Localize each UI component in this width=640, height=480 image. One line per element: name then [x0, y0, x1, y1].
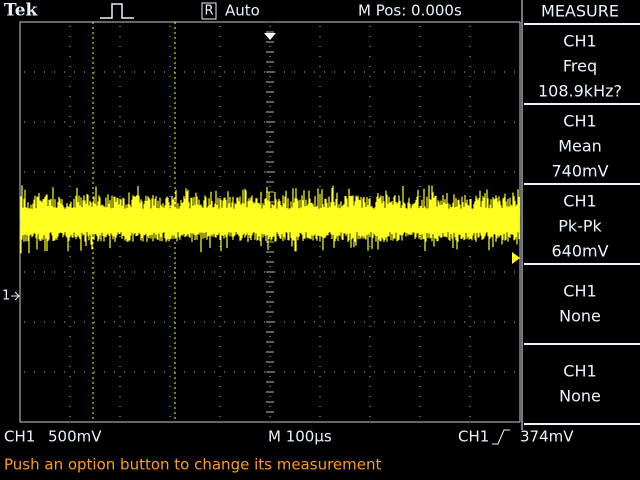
brand: Tek [4, 1, 39, 21]
horizontal-position: M Pos: 0.000s [358, 2, 462, 20]
measure-type: Pk-Pk [558, 217, 602, 236]
trigger-level: 374mV [520, 428, 574, 446]
measure-type: Freq [563, 57, 597, 76]
badge-frame [201, 2, 217, 20]
measure-panel: MEASURE CH1 Freq 108.9kHz? CH1 Mean 740mV CH1 P… [521, 0, 640, 430]
volts-per-div: 500mV [48, 428, 102, 446]
trigger-source: CH1 [458, 428, 489, 446]
trigger-badge: R [204, 4, 213, 19]
measure-value: 640mV [551, 242, 608, 261]
channel-arrow [11, 291, 20, 301]
measure-source: CH1 [563, 112, 596, 131]
measure-value: 740mV [551, 162, 608, 181]
trigger-position-marker [264, 33, 276, 40]
measure-source: CH1 [563, 362, 596, 381]
measure-value: 108.9kHz? [538, 82, 622, 101]
measure-type: None [559, 387, 601, 406]
measure-source: CH1 [563, 192, 596, 211]
trigger-mode: Auto [225, 2, 260, 20]
channel-marker: 1 [2, 289, 10, 304]
trigger-icon [100, 3, 134, 19]
slope-icon [492, 429, 510, 445]
channel-label: CH1 [4, 428, 35, 446]
measure-source: CH1 [563, 282, 596, 301]
measure-type: None [559, 307, 601, 326]
panel-title: MEASURE [541, 2, 619, 21]
measure-type: Mean [558, 137, 602, 156]
measure-source: CH1 [563, 32, 596, 51]
trigger-level-marker [512, 252, 520, 264]
noise-trace [20, 185, 520, 254]
waveform [20, 185, 520, 254]
time-base: M 100µs [268, 428, 332, 446]
message: Push an option button to change its meas… [4, 456, 381, 474]
